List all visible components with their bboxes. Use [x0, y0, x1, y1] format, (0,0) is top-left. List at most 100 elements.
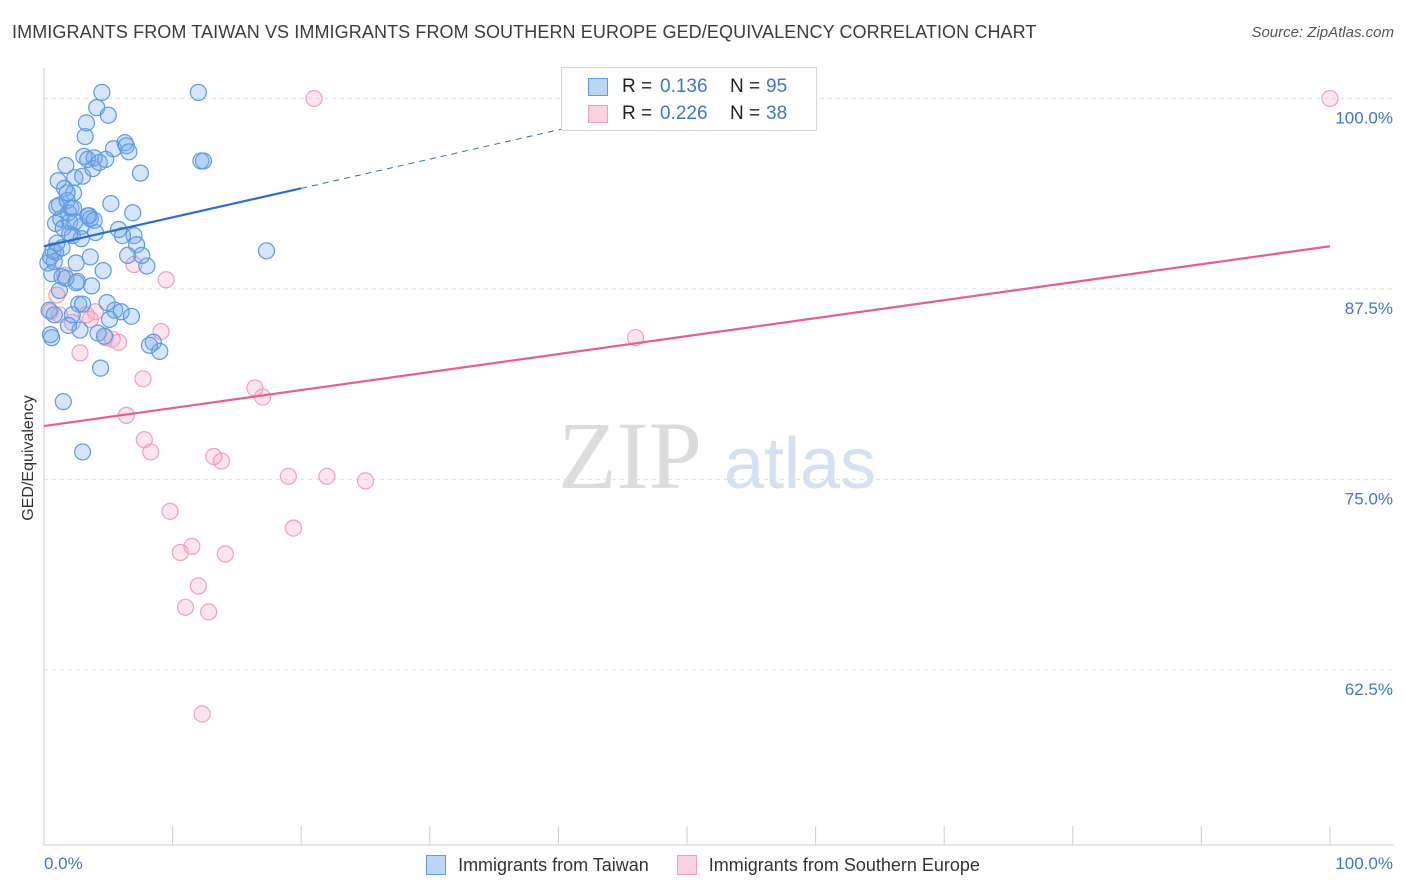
axes	[43, 68, 1394, 846]
y-tick-label: 62.5%	[1345, 680, 1393, 699]
taiwan-point	[82, 277, 101, 295]
taiwan-point	[131, 164, 150, 182]
southern-europe-point	[157, 271, 175, 289]
taiwan-point	[102, 194, 120, 213]
taiwan-point	[58, 184, 76, 202]
taiwan-point	[140, 336, 159, 354]
taiwan-point	[81, 248, 99, 266]
x-tick-label: 0.0%	[44, 854, 83, 873]
watermark-atlas: atlas	[724, 424, 876, 504]
southern-europe-point	[176, 598, 195, 616]
taiwan-trend-line	[43, 187, 302, 248]
taiwan-point	[67, 274, 85, 292]
southern-europe-point	[305, 89, 323, 108]
taiwan-point	[257, 242, 276, 260]
southern-europe-point	[134, 370, 152, 388]
taiwan-point	[57, 269, 75, 287]
n-label: N =	[730, 76, 761, 97]
tick-labels: 62.5% 75.0% 87.5% 100.0% 0.0% 100.0%	[44, 108, 1393, 873]
watermark: ZIP atlas	[558, 402, 876, 509]
taiwan-point	[63, 306, 81, 324]
southern-europe-point	[284, 519, 303, 537]
taiwan-point	[133, 246, 151, 264]
southern-europe-point	[48, 286, 66, 304]
taiwan-point	[100, 310, 119, 328]
taiwan-point	[138, 257, 156, 275]
taiwan-point	[64, 184, 83, 202]
southern-europe-trend-line	[43, 245, 1331, 428]
taiwan-point	[43, 329, 61, 347]
southern-europe-point	[216, 545, 234, 563]
southern-europe-points	[41, 89, 1339, 723]
chart-title: IMMIGRANTS FROM TAIWAN VS IMMIGRANTS FRO…	[12, 22, 1037, 42]
southern-europe-point	[279, 467, 297, 485]
taiwan-point	[66, 213, 84, 231]
taiwan-point	[77, 114, 96, 132]
southern-europe-point	[183, 537, 201, 555]
taiwan-point	[76, 127, 94, 146]
southern-europe-legend-swatch	[676, 855, 697, 875]
southern-europe-point	[193, 705, 211, 723]
gridlines	[44, 97, 1394, 671]
stats-box: R = 0.136 N = 95 R = 0.226 N = 38	[561, 67, 817, 131]
n-label: N =	[730, 103, 761, 124]
chart-legend: Immigrants from Taiwan Immigrants from S…	[0, 852, 1406, 878]
southern-europe-point	[212, 452, 231, 470]
trend-lines	[43, 114, 1331, 428]
southern-europe-point	[161, 502, 179, 520]
taiwan-point	[59, 204, 78, 222]
legend-item-southern-europe[interactable]: Immigrants from Southern Europe	[676, 854, 980, 876]
r-value: 0.226	[660, 103, 708, 124]
southern-europe-point	[318, 467, 336, 485]
southern-europe-point	[86, 303, 105, 321]
stats-row-southern-europe: R = 0.226 N = 38	[562, 101, 836, 127]
southern-europe-point	[200, 603, 218, 621]
taiwan-point	[122, 307, 141, 325]
taiwan-point	[127, 236, 146, 254]
taiwan-point	[85, 211, 103, 229]
y-tick-label: 100.0%	[1335, 108, 1393, 127]
taiwan-point	[40, 301, 58, 319]
r-value: 0.136	[660, 76, 708, 97]
southern-europe-point	[356, 472, 375, 490]
taiwan-point	[73, 295, 92, 313]
southern-europe-point	[109, 333, 128, 351]
n-value: 95	[766, 76, 788, 97]
southern-europe-point	[142, 443, 160, 461]
watermark-zip: ZIP	[558, 402, 702, 509]
taiwan-point	[189, 83, 207, 101]
legend-label-taiwan: Immigrants from Taiwan	[458, 854, 649, 875]
taiwan-point	[57, 156, 75, 175]
legend-item-taiwan[interactable]: Immigrants from Taiwan	[426, 855, 649, 876]
taiwan-point	[59, 316, 78, 335]
y-tick-label: 87.5%	[1345, 299, 1393, 318]
r-label: R =	[622, 103, 653, 124]
taiwan-point	[54, 393, 72, 411]
source-label: Source: ZipAtlas.com	[1251, 24, 1394, 41]
southern-europe-swatch	[588, 105, 608, 123]
taiwan-swatch	[588, 78, 608, 96]
taiwan-point	[93, 83, 111, 101]
taiwan-point	[124, 204, 142, 222]
taiwan-point	[73, 443, 92, 461]
taiwan-point	[67, 254, 85, 272]
r-label: R =	[622, 76, 653, 97]
y-axis-title: GED/Equivalency	[20, 395, 37, 521]
taiwan-point	[70, 295, 88, 313]
stats-row-taiwan: R = 0.136 N = 95	[562, 74, 836, 100]
legend-label-southern-europe: Immigrants from Southern Europe	[708, 854, 980, 875]
taiwan-point	[45, 306, 63, 324]
taiwan-point	[91, 359, 110, 377]
southern-europe-point	[71, 344, 89, 362]
taiwan-point	[64, 199, 83, 217]
taiwan-points	[39, 83, 276, 461]
taiwan-legend-swatch	[426, 855, 447, 875]
taiwan-point	[41, 248, 60, 266]
taiwan-point	[95, 327, 114, 345]
southern-europe-point	[1321, 89, 1339, 108]
taiwan-point	[151, 342, 169, 360]
y-tick-label: 75.0%	[1345, 489, 1393, 508]
taiwan-point	[99, 106, 117, 124]
n-value: 38	[766, 103, 788, 124]
